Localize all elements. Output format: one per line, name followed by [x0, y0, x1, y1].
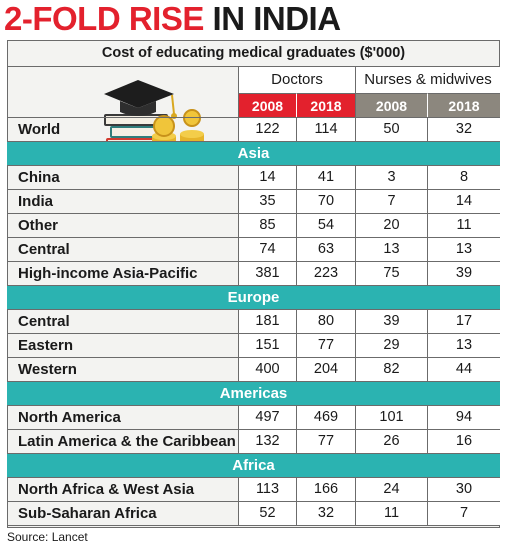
cell-nurses-2018: 44: [427, 358, 500, 381]
row-divider: [7, 477, 500, 478]
row-divider: [7, 405, 500, 406]
row-label: North America: [18, 409, 121, 426]
cell-doctors-2018: 63: [296, 238, 355, 261]
cell-nurses-2018: 30: [427, 478, 500, 501]
row-label: Western: [18, 361, 77, 378]
cell-doctors-2008: 113: [238, 478, 296, 501]
row-label: India: [18, 193, 54, 210]
cell-nurses-2008: 11: [355, 502, 427, 525]
row-divider: [7, 213, 500, 214]
cell-nurses-2018: 16: [427, 430, 500, 453]
cell-nurses-2008: 24: [355, 478, 427, 501]
row-label: High-income Asia-Pacific: [18, 265, 198, 282]
cell-doctors-2018: 223: [296, 262, 355, 285]
row-divider: [7, 261, 500, 262]
cell-doctors-2018: 70: [296, 190, 355, 213]
row-divider: [7, 309, 500, 310]
cell-doctors-2008: 381: [238, 262, 296, 285]
cell-nurses-2008: 13: [355, 238, 427, 261]
headline: 2-FOLD RISE IN INDIA: [4, 0, 341, 38]
group-header-doctors: Doctors: [238, 67, 355, 93]
cell-doctors-2008: 400: [238, 358, 296, 381]
cell-doctors-2008: 132: [238, 430, 296, 453]
cell-doctors-2018: 32: [296, 502, 355, 525]
cell-nurses-2018: 7: [427, 502, 500, 525]
cell-doctors-2018: 54: [296, 214, 355, 237]
cell-doctors-2018: 77: [296, 334, 355, 357]
table-caption: Cost of educating medical graduates ($'0…: [101, 45, 406, 61]
cell-doctors-2008: 122: [238, 118, 296, 141]
cell-doctors-2008: 14: [238, 166, 296, 189]
cell-nurses-2008: 20: [355, 214, 427, 237]
cell-nurses-2018: 13: [427, 334, 500, 357]
row-divider: [7, 117, 500, 118]
cell-doctors-2018: 80: [296, 310, 355, 333]
year-doctors-2008: 2008: [238, 93, 296, 117]
cell-nurses-2018: 8: [427, 166, 500, 189]
cell-doctors-2018: 469: [296, 406, 355, 429]
row-label: World: [18, 121, 61, 138]
row-divider: [7, 453, 500, 454]
cell-nurses-2018: 13: [427, 238, 500, 261]
row-divider: [7, 501, 500, 502]
cell-nurses-2008: 39: [355, 310, 427, 333]
row-divider: [7, 189, 500, 190]
cell-nurses-2018: 94: [427, 406, 500, 429]
year-nurses-2008: 2008: [355, 93, 427, 117]
cell-nurses-2008: 75: [355, 262, 427, 285]
section-header: Asia: [7, 142, 500, 165]
cell-doctors-2008: 497: [238, 406, 296, 429]
cell-nurses-2018: 39: [427, 262, 500, 285]
cell-doctors-2008: 181: [238, 310, 296, 333]
row-divider: [7, 165, 500, 166]
cell-nurses-2008: 3: [355, 166, 427, 189]
cell-nurses-2008: 29: [355, 334, 427, 357]
row-divider: [7, 357, 500, 358]
group-header-nurses: Nurses & midwives: [355, 67, 500, 93]
row-label: Latin America & the Caribbean: [18, 433, 236, 450]
row-label: North Africa & West Asia: [18, 481, 195, 498]
row-divider: [7, 237, 500, 238]
cell-doctors-2018: 204: [296, 358, 355, 381]
cell-nurses-2018: 14: [427, 190, 500, 213]
caption-divider: [7, 66, 500, 67]
row-label: Eastern: [18, 337, 74, 354]
row-divider: [7, 285, 500, 286]
cell-doctors-2008: 151: [238, 334, 296, 357]
cell-doctors-2018: 41: [296, 166, 355, 189]
row-divider: [7, 333, 500, 334]
cell-doctors-2008: 35: [238, 190, 296, 213]
cell-nurses-2008: 50: [355, 118, 427, 141]
headline-part-2: IN INDIA: [212, 0, 342, 37]
section-header: Americas: [7, 382, 500, 405]
cell-nurses-2008: 101: [355, 406, 427, 429]
headline-part-1: 2-FOLD RISE: [4, 0, 213, 37]
year-nurses-2018: 2018: [427, 93, 500, 117]
row-label: Central: [18, 313, 70, 330]
cell-doctors-2008: 52: [238, 502, 296, 525]
row-divider: [7, 381, 500, 382]
cell-doctors-2018: 77: [296, 430, 355, 453]
cell-doctors-2008: 74: [238, 238, 296, 261]
row-label: Sub-Saharan Africa: [18, 505, 157, 522]
row-divider: [7, 429, 500, 430]
row-divider: [7, 141, 500, 142]
cell-nurses-2008: 26: [355, 430, 427, 453]
cell-doctors-2018: 166: [296, 478, 355, 501]
cell-nurses-2018: 17: [427, 310, 500, 333]
cell-nurses-2008: 82: [355, 358, 427, 381]
source-note: Source: Lancet: [7, 530, 88, 544]
cell-doctors-2018: 114: [296, 118, 355, 141]
cell-nurses-2018: 32: [427, 118, 500, 141]
row-label: China: [18, 169, 60, 186]
row-label: Other: [18, 217, 59, 234]
section-header: Europe: [7, 286, 500, 309]
cell-doctors-2008: 85: [238, 214, 296, 237]
table-bottom-border: [7, 525, 500, 526]
cell-nurses-2008: 7: [355, 190, 427, 213]
cell-nurses-2018: 11: [427, 214, 500, 237]
row-label: Central: [18, 241, 70, 258]
section-header: Africa: [7, 454, 500, 477]
year-doctors-2018: 2018: [296, 93, 355, 117]
